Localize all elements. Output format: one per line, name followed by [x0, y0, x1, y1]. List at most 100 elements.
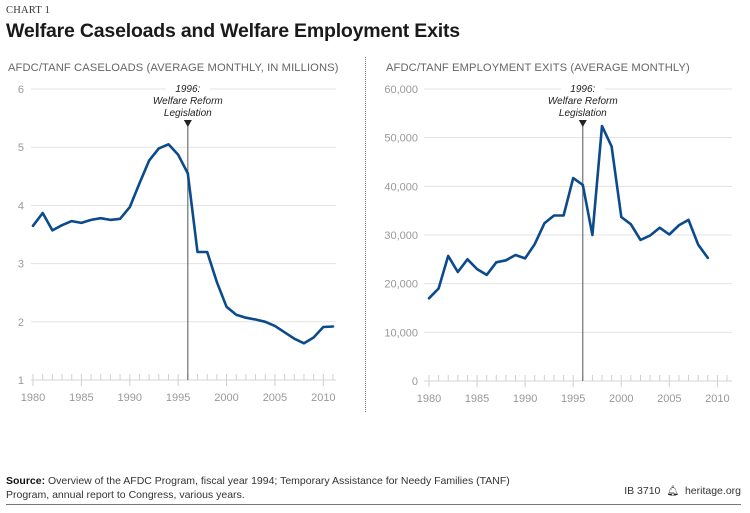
left-data-point — [167, 143, 169, 145]
right-annotation-arrow-icon — [578, 120, 587, 127]
right-data-point — [466, 258, 468, 260]
right-data-point — [534, 243, 536, 245]
right-data-point — [639, 239, 641, 241]
left-data-point — [119, 218, 121, 220]
left-data-point — [177, 154, 179, 156]
left-data-point — [129, 206, 131, 208]
source-text: Overview of the AFDC Program, fiscal yea… — [6, 475, 510, 501]
left-data-point — [80, 222, 82, 224]
left-data-point — [158, 147, 160, 149]
right-annotation-bg — [560, 82, 605, 94]
right-y-tick-label: 60,000 — [384, 84, 418, 96]
left-series-line — [31, 143, 335, 345]
right-series-line — [427, 124, 710, 300]
right-data-point — [505, 259, 507, 261]
chart-title: Welfare Caseloads and Welfare Employment… — [6, 20, 460, 42]
left-data-point — [109, 219, 111, 221]
left-annotation-text: Welfare Reform — [153, 96, 223, 107]
right-y-tick-label: 10,000 — [384, 327, 418, 339]
right-data-point — [437, 287, 439, 289]
right-x-tick-label: 1980 — [417, 393, 441, 405]
left-data-point — [312, 336, 314, 338]
report-credit: IB 3710 🔔︎ heritage.org — [624, 485, 741, 497]
left-data-point — [274, 325, 276, 327]
left-x-tick-label: 1995 — [166, 392, 190, 404]
report-id: IB 3710 — [624, 485, 661, 497]
right-data-point — [707, 257, 709, 259]
left-data-point — [138, 182, 140, 184]
right-y-tick-label: 0 — [412, 376, 418, 388]
right-data-point — [485, 274, 487, 276]
left-y-tick-label: 1 — [18, 375, 24, 387]
left-y-tick-label: 5 — [18, 142, 24, 154]
right-y-tick-label: 20,000 — [384, 279, 418, 291]
left-data-point — [293, 337, 295, 339]
left-data-point — [100, 217, 102, 219]
right-x-tick-label: 2000 — [609, 393, 633, 405]
left-data-point — [196, 251, 198, 253]
right-data-point — [562, 214, 564, 216]
left-y-tick-label: 2 — [18, 317, 24, 329]
panel-divider — [365, 57, 366, 412]
right-data-point — [572, 177, 574, 179]
right-data-point — [678, 224, 680, 226]
left-data-point — [283, 331, 285, 333]
left-data-point — [187, 172, 189, 174]
right-data-point — [457, 271, 459, 273]
right-data-point — [495, 261, 497, 263]
left-data-point — [32, 225, 34, 227]
left-x-tick-label: 2005 — [263, 392, 287, 404]
right-data-point — [514, 254, 516, 256]
right-data-point — [687, 219, 689, 221]
left-annotation-arrow-icon — [183, 120, 192, 127]
right-annotation-text: Welfare Reform — [548, 96, 618, 107]
left-data-point — [61, 224, 63, 226]
left-data-point — [303, 342, 305, 344]
right-data-point — [524, 257, 526, 259]
left-data-point — [206, 251, 208, 253]
left-data-point — [41, 212, 43, 214]
left-data-point — [322, 326, 324, 328]
left-x-tick-label: 2000 — [214, 392, 238, 404]
left-y-tick-label: 4 — [18, 200, 24, 212]
left-data-point — [254, 318, 256, 320]
right-x-tick-label: 2010 — [705, 393, 729, 405]
left-x-tick-label: 1980 — [21, 392, 45, 404]
right-data-point — [630, 223, 632, 225]
site-link[interactable]: heritage.org — [684, 485, 741, 497]
left-data-point — [90, 219, 92, 221]
right-data-point — [668, 233, 670, 235]
left-data-point — [71, 220, 73, 222]
right-data-point — [620, 216, 622, 218]
source-note: Source: Overview of the AFDC Program, fi… — [6, 474, 526, 502]
right-data-point — [553, 214, 555, 216]
right-data-point — [649, 234, 651, 236]
left-x-tick-label: 2010 — [311, 392, 335, 404]
left-annotation-text: Legislation — [164, 108, 212, 119]
chart-number-label: CHART 1 — [6, 5, 51, 16]
right-data-point — [543, 222, 545, 224]
right-annotation-text: Legislation — [559, 108, 607, 119]
left-x-tick-label: 1985 — [69, 392, 93, 404]
left-x-tick-label: 1990 — [118, 392, 142, 404]
right-data-point — [428, 297, 430, 299]
right-x-tick-label: 1990 — [513, 393, 537, 405]
bottom-rule — [6, 504, 741, 505]
right-data-point — [591, 234, 593, 236]
right-data-point — [582, 184, 584, 186]
source-label: Source: — [6, 475, 46, 487]
left-y-tick-label: 6 — [18, 84, 24, 96]
left-data-point — [332, 325, 334, 327]
right-y-tick-label: 30,000 — [384, 230, 418, 242]
right-x-tick-label: 2005 — [657, 393, 681, 405]
left-data-point — [264, 321, 266, 323]
left-panel-title: AFDC/TANF CASELOADS (AVERAGE MONTHLY, IN… — [8, 62, 339, 74]
right-panel-title: AFDC/TANF EMPLOYMENT EXITS (AVERAGE MONT… — [386, 62, 690, 74]
right-x-tick-label: 1995 — [561, 393, 585, 405]
right-y-tick-label: 40,000 — [384, 181, 418, 193]
right-annotation-text: 1996: — [570, 84, 595, 95]
liberty-bell-icon: 🔔︎ — [666, 486, 680, 497]
left-data-point — [245, 317, 247, 319]
right-data-point — [601, 125, 603, 127]
